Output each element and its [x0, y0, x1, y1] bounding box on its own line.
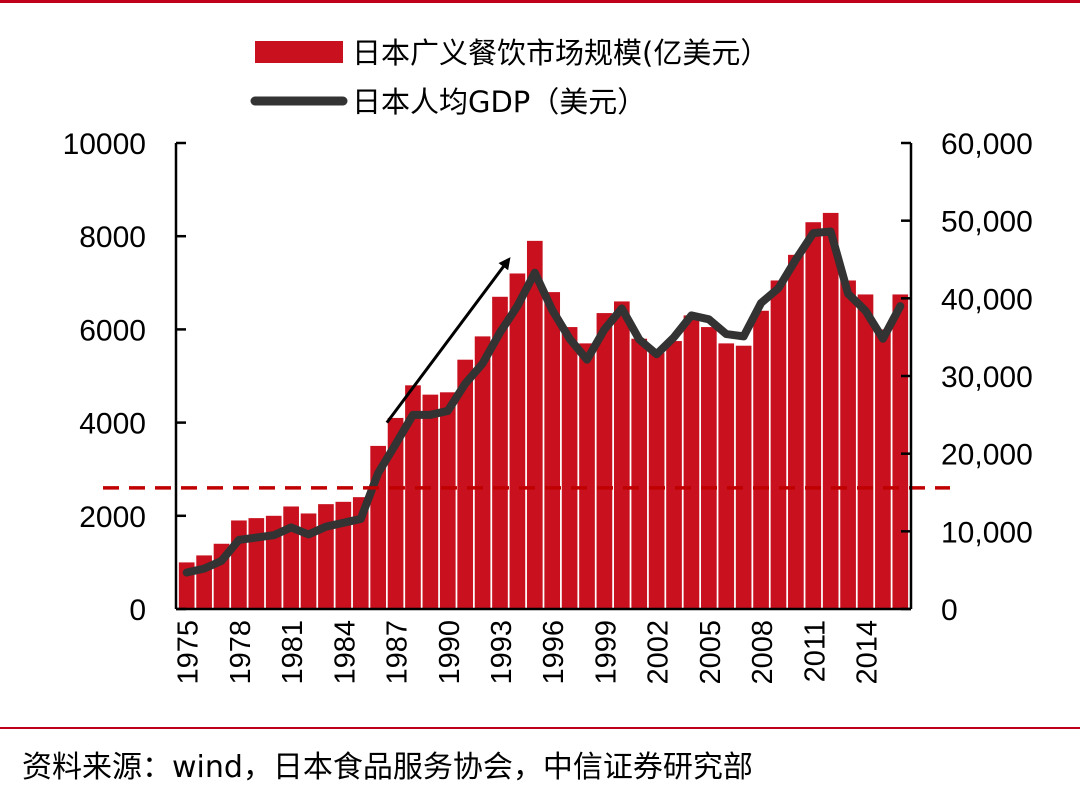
bar-1989	[422, 394, 439, 609]
bar-2002	[648, 352, 665, 609]
legend-bar-label: 日本广义餐饮市场规模(亿美元）	[352, 36, 769, 70]
left-tick-label: 8000	[79, 221, 146, 254]
bar-1994	[509, 273, 526, 609]
bar-1983	[318, 504, 334, 609]
bar-1993	[492, 296, 508, 609]
left-axis-ticks: 0 2000 4000 6000 8000 10000	[63, 128, 186, 627]
x-tick-label: 1999	[590, 620, 622, 685]
top-rule	[0, 0, 1080, 3]
bar-1987	[387, 417, 404, 609]
right-tick-label: 50,000	[941, 206, 1033, 239]
bar-1982	[300, 513, 317, 609]
bar-series	[178, 212, 909, 610]
bar-2016	[892, 294, 909, 609]
bar-1997	[561, 327, 578, 609]
legend: 日本广义餐饮市场规模(亿美元） 日本人均GDP（美元）	[250, 36, 769, 119]
bar-2013	[840, 280, 856, 609]
bar-1984	[335, 501, 352, 609]
bar-2001	[631, 338, 648, 609]
x-tick-label: 1996	[538, 620, 570, 685]
bar-1981	[283, 506, 299, 609]
x-axis-ticks: 1975 1978 1981 1984 1987 1990 1993 1996 1999 2002…	[173, 620, 884, 685]
legend-line-label: 日本人均GDP（美元）	[352, 85, 646, 119]
right-tick-label: 10,000	[941, 516, 1033, 549]
x-tick-label: 1975	[173, 620, 205, 685]
left-tick-label: 6000	[79, 314, 146, 347]
bar-1978	[231, 520, 247, 609]
x-tick-label: 1984	[329, 620, 361, 685]
x-tick-label: 1993	[486, 620, 518, 685]
x-tick-label: 1981	[277, 620, 309, 685]
right-tick-label: 30,000	[941, 361, 1033, 394]
x-tick-label: 2014	[851, 620, 883, 685]
left-tick-label: 0	[129, 594, 146, 627]
bar-1992	[474, 336, 491, 609]
right-tick-label: 60,000	[941, 128, 1033, 161]
bar-2009	[770, 280, 787, 609]
x-tick-label: 1987	[382, 620, 414, 685]
bar-2000	[613, 301, 630, 609]
right-tick-label: 20,000	[941, 439, 1033, 472]
bar-2014	[857, 294, 874, 609]
bar-2011	[805, 222, 822, 609]
x-tick-label: 2005	[695, 620, 727, 685]
bar-1996	[544, 292, 561, 609]
left-tick-label: 10000	[63, 128, 146, 161]
bar-1991	[457, 359, 474, 609]
legend-bar-swatch	[255, 41, 343, 63]
x-tick-label: 2008	[747, 620, 779, 685]
bar-2004	[683, 315, 700, 609]
source-note: 资料来源：wind，日本食品服务协会，中信证券研究部	[22, 750, 753, 785]
x-tick-label: 2002	[643, 620, 675, 685]
bar-1990	[439, 392, 456, 609]
gdp-line	[182, 227, 905, 577]
bar-2010	[788, 254, 804, 609]
bar-2005	[701, 327, 717, 609]
bar-1999	[596, 313, 613, 609]
bar-1998	[579, 343, 595, 609]
right-axis-ticks: 0 10,000 20,000 30,000 40,000 50,000 60,000	[901, 128, 1033, 627]
left-tick-label: 4000	[79, 408, 146, 441]
bar-2008	[753, 310, 769, 609]
x-tick-label: 1990	[434, 620, 466, 685]
bar-2015	[875, 329, 891, 609]
trend-arrow	[385, 257, 511, 424]
bar-2012	[822, 212, 839, 609]
right-tick-label: 40,000	[941, 283, 1033, 316]
bar-2007	[735, 345, 752, 609]
chart: 0 2000 4000 6000 8000 10000 0 10,000 20,000 30,0…	[63, 36, 1033, 685]
left-tick-label: 2000	[79, 501, 146, 534]
bottom-rule	[0, 727, 1080, 729]
right-tick-label: 0	[941, 594, 958, 627]
bar-1988	[405, 385, 421, 609]
bar-1979	[248, 518, 265, 609]
x-tick-label: 2011	[799, 620, 831, 682]
bar-1995	[526, 240, 543, 610]
bar-2003	[666, 341, 682, 609]
bar-1985	[352, 497, 369, 609]
x-tick-label: 1978	[225, 620, 257, 685]
bar-2006	[718, 343, 735, 609]
